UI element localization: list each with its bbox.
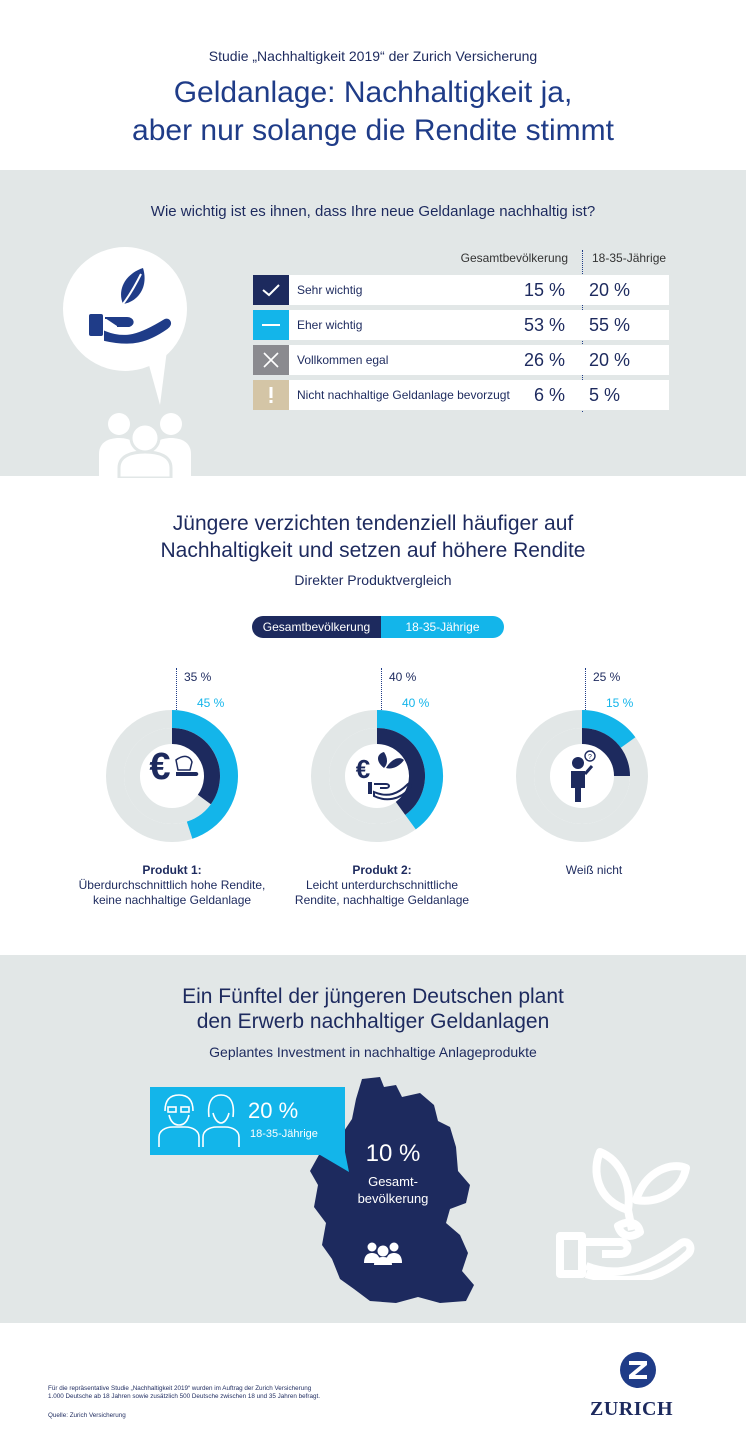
minus-icon: [253, 310, 289, 340]
p3-young-label: 15 %: [606, 696, 634, 710]
importance-section: Wie wichtig ist es ihnen, dass Ihre neue…: [0, 170, 746, 478]
check-icon: [253, 275, 289, 305]
table-row: Vollkommen egal 26 % 20 %: [253, 345, 669, 375]
people-group-icon: [99, 413, 191, 478]
young-arc: [581, 710, 636, 749]
young-arc: [376, 710, 443, 830]
product-1-desc-1: Überdurchschnittlich hohe Rendite,: [78, 878, 266, 892]
page-title: Geldanlage: Nachhaltigkeit ja, aber nur …: [0, 74, 746, 150]
x-icon: [253, 345, 289, 375]
product-2-caption: Produkt 2: Leicht unterdurchschnittliche…: [272, 863, 492, 908]
people-icon: [364, 1242, 402, 1265]
chart-legend: Gesamtbevölkerung 18-35-Jährige: [252, 616, 504, 638]
p3-total-label: 25 %: [593, 670, 621, 684]
row-label: Nicht nachhaltige Geldanlage bevorzugt: [297, 388, 510, 402]
p2-young-label: 40 %: [402, 696, 430, 710]
euro-icon: €: [149, 746, 199, 788]
row-value-young: 55 %: [589, 315, 631, 335]
source-note: Quelle: Zurich Versicherung: [48, 1412, 126, 1419]
total-arc: [376, 728, 425, 815]
comparison-subheading: Direkter Produktvergleich: [294, 572, 452, 588]
hand-plant-icon: [556, 1148, 695, 1280]
investment-heading-line-1: Ein Fünftel der jüngeren Deutschen plant: [182, 985, 564, 1008]
table-row: Eher wichtig 53 % 55 %: [253, 310, 669, 340]
donut-charts: € € ?: [106, 710, 648, 842]
row-value-total: 53 %: [523, 315, 565, 335]
product-2-desc-2: Rendite, nachhaltige Geldanlage: [294, 893, 470, 907]
comparison-heading-line-1: Jüngere verzichten tendenziell häufiger …: [172, 512, 574, 535]
footnote: Für die repräsentative Studie „Nachhalti…: [48, 1385, 408, 1401]
donut-center: [346, 745, 408, 807]
young-value: 20 %: [248, 1098, 299, 1123]
young-people-icon: [158, 1094, 240, 1147]
row-value-young: 20 %: [589, 280, 631, 300]
legend-item-young: 18-35-Jährige: [381, 616, 504, 638]
footnote-line-1: Für die repräsentative Studie „Nachhalti…: [48, 1385, 312, 1392]
column-header-young: 18-35-Jährige: [592, 251, 667, 265]
investment-heading: Ein Fünftel der jüngeren Deutschen plant…: [0, 984, 746, 1034]
footnote-line-2: 1.000 Deutsche ab 18 Jahren sowie zusätz…: [48, 1393, 320, 1400]
row-value-total: 15 %: [523, 280, 565, 300]
product-1-desc-2: keine nachhaltige Geldanlage: [92, 893, 252, 907]
total-label: Gesamt- bevölkerung: [345, 1173, 441, 1207]
row-value-total: 6 %: [533, 385, 565, 405]
investment-heading-line-2: den Erwerb nachhaltiger Geldanlagen: [196, 1010, 550, 1033]
svg-text:?: ?: [588, 754, 592, 761]
young-investment-bubble: [150, 1087, 345, 1155]
column-header-total: Gesamtbevölkerung: [460, 251, 568, 265]
donut-1: [106, 710, 238, 842]
total-label-line-2: bevölkerung: [357, 1191, 429, 1206]
study-subtitle: Studie „Nachhaltigkeit 2019“ der Zurich …: [208, 48, 538, 64]
title-line-2: aber nur solange die Rendite stimmt: [132, 114, 614, 147]
table-row: Sehr wichtig 15 % 20 %: [253, 275, 669, 305]
investment-subheading: Geplantes Investment in nachhaltige Anla…: [209, 1044, 537, 1060]
p2-total-label: 40 %: [389, 670, 417, 684]
p3-label-divider: [585, 668, 586, 710]
total-value: 10 %: [365, 1140, 421, 1167]
product-1-title: Produkt 1:: [142, 863, 202, 877]
importance-question: Wie wichtig ist es ihnen, dass Ihre neue…: [150, 203, 596, 220]
p1-total-label: 35 %: [184, 670, 212, 684]
row-label: Vollkommen egal: [297, 353, 389, 367]
svg-text:€: €: [356, 754, 370, 784]
comparison-heading: Jüngere verzichten tendenziell häufiger …: [0, 510, 746, 564]
product-3-caption: Weiß nicht: [484, 863, 704, 878]
donut-3: [516, 710, 648, 842]
legend-item-total: Gesamtbevölkerung: [252, 616, 381, 638]
p1-label-divider: [176, 668, 177, 710]
bubble-pointer: [315, 1152, 349, 1172]
total-arc: [171, 728, 220, 805]
confused-person-icon: ?: [571, 750, 596, 802]
svg-text:€: €: [149, 746, 170, 788]
donut-2: [311, 710, 443, 842]
zurich-logo-icon: [620, 1352, 656, 1388]
product-1-caption: Produkt 1: Überdurchschnittlich hohe Ren…: [62, 863, 282, 908]
table-row: Nicht nachhaltige Geldanlage bevorzugt 6…: [253, 380, 669, 410]
hand-leaf-bubble-icon: [63, 247, 187, 405]
row-label: Eher wichtig: [297, 318, 363, 332]
header: [0, 0, 746, 170]
exclamation-icon: [253, 380, 289, 410]
row-value-total: 26 %: [523, 350, 565, 370]
p1-young-label: 45 %: [197, 696, 225, 710]
germany-map-icon: [310, 1077, 474, 1303]
total-label-line-1: Gesamt-: [368, 1174, 418, 1189]
product-2-desc-1: Leicht unterdurchschnittliche: [305, 878, 459, 892]
comparison-heading-line-2: Nachhaltigkeit und setzen auf höhere Ren…: [160, 539, 586, 562]
row-value-young: 5 %: [589, 385, 621, 405]
row-value-young: 20 %: [589, 350, 631, 370]
title-line-1: Geldanlage: Nachhaltigkeit ja,: [173, 76, 573, 109]
young-label: 18-35-Jährige: [250, 1128, 318, 1140]
product-2-title: Produkt 2:: [352, 863, 412, 877]
young-arc: [171, 710, 238, 839]
euro-plant-hand-icon: €: [356, 752, 412, 801]
row-label: Sehr wichtig: [297, 283, 363, 297]
total-arc: [581, 728, 630, 777]
product-3-desc-1: Weiß nicht: [565, 863, 623, 877]
p2-label-divider: [381, 668, 382, 710]
zurich-logo-text: ZURICH: [590, 1398, 674, 1420]
donut-center: [141, 745, 203, 807]
